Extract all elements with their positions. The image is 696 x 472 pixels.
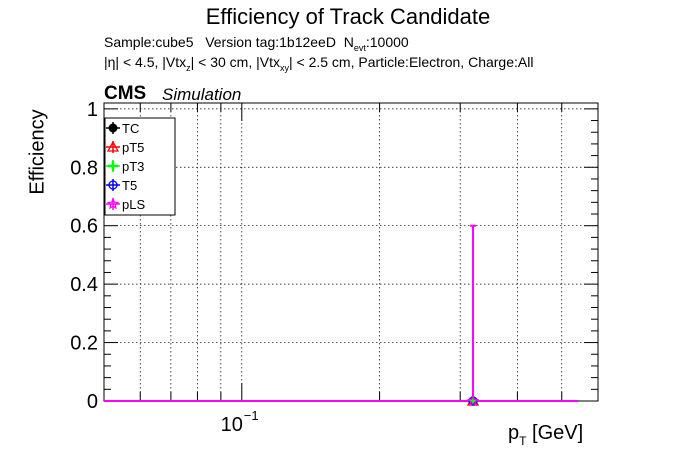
series-point-pt5: [106, 140, 120, 152]
y-tick-label: 0: [87, 391, 98, 413]
plot-frame: [103, 102, 599, 402]
chart-subtitle-sample: Sample:cube5 Version tag:1b12eeD Nevt:10…: [104, 34, 409, 53]
x-tick-label-base: 10: [221, 414, 243, 436]
x-axis-label: pT [GeV]: [508, 422, 583, 448]
series-point-t5: [108, 180, 118, 190]
y-tick-label: 0.2: [70, 333, 98, 355]
x-label-main: p: [508, 422, 520, 444]
legend-label-pt5: pT5: [122, 140, 144, 155]
nevt-prefix: N: [343, 34, 354, 50]
legend-label-t5: T5: [122, 178, 137, 193]
series-point-pls: [106, 197, 120, 210]
series-point-tc: [108, 123, 118, 133]
nevt-subscript: evt: [353, 43, 366, 53]
cut-xy-subscript: xy: [279, 63, 289, 73]
series-point-pt3: [108, 161, 118, 171]
y-tick-label: 0.4: [70, 274, 98, 296]
cut-vtxz: | < 30 cm, |Vtx: [190, 54, 280, 70]
x-label-unit: [GeV]: [526, 422, 584, 444]
cut-rest: | < 2.5 cm, Particle:Electron, Charge:Al…: [288, 54, 534, 70]
y-tick-label: 0.8: [70, 157, 98, 179]
legend-label-tc: TC: [122, 121, 139, 136]
y-tick-label: 0.6: [70, 216, 98, 238]
x-tick-label-exponent: −1: [244, 408, 259, 423]
chart-title: Efficiency of Track Candidate: [205, 4, 491, 29]
version-text: Version tag:1b12eeD: [205, 34, 336, 50]
x-label-subscript: T: [519, 434, 527, 448]
y-tick-label: 1: [87, 99, 98, 121]
sample-text: Sample:cube5: [104, 34, 194, 50]
cms-label: CMS: [104, 83, 147, 104]
series-point-pls: [466, 394, 480, 407]
legend-label-pls: pLS: [122, 197, 145, 212]
nevt-value: :10000: [365, 34, 409, 50]
cut-z-subscript: z: [186, 63, 191, 73]
legend-label-pt3: pT3: [122, 159, 144, 174]
chart-subtitle-cuts: |η| < 4.5, |Vtxz| < 30 cm, |Vtxxy| < 2.5…: [104, 54, 533, 73]
simulation-label: Simulation: [162, 85, 242, 104]
cut-eta: |η| < 4.5, |Vtx: [104, 54, 187, 70]
